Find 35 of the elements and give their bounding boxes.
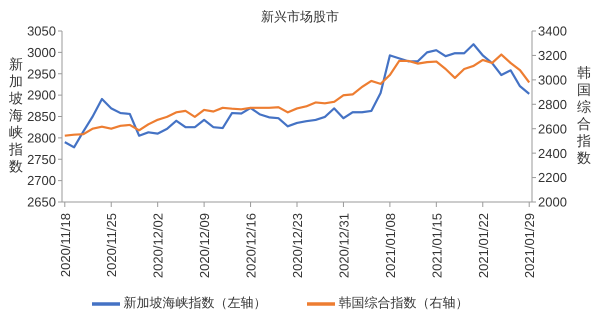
line-series [64, 43, 530, 148]
x-tick-label: 2021/01/08 [382, 213, 398, 278]
chart-title: 新兴市场股市 [261, 9, 339, 24]
y2-tick-label: 3200 [538, 48, 567, 64]
x-tick-label: 2020/12/02 [150, 213, 166, 278]
y-tick-label: 2750 [27, 152, 56, 167]
y-tick-label: 3050 [27, 24, 56, 39]
y2-tick-label: 3400 [538, 24, 567, 39]
x-tick-label: 2021/01/29 [522, 213, 538, 278]
y2-tick-label: 2000 [538, 194, 567, 210]
y-tick-label: 2900 [27, 88, 56, 103]
y-tick-label: 3000 [27, 44, 56, 60]
x-tick-label: 2020/11/25 [104, 213, 120, 278]
y-tick-label: 2650 [27, 194, 56, 210]
x-tick-label: 2021/01/22 [476, 213, 491, 278]
y2-tick-label: 2600 [538, 121, 567, 136]
y-tick-label: 2700 [27, 173, 56, 188]
x-tick-label: 2020/12/09 [197, 213, 212, 278]
y-axis-title: 新加坡海峡指数 [8, 56, 23, 174]
legend-label: 韩国综合指数（右轴） [338, 295, 468, 310]
x-tick-label: 2020/11/18 [58, 213, 73, 278]
y2-tick-label: 2800 [538, 96, 567, 112]
y2-tick-label: 2200 [538, 170, 567, 186]
x-tick-label: 2021/01/15 [429, 213, 444, 278]
y-tick-label: 2950 [27, 66, 56, 82]
x-tick-label: 2020/12/31 [336, 213, 352, 278]
y2-tick-label: 3000 [538, 72, 567, 88]
legend-label: 新加坡海峡指数（左轴） [124, 295, 266, 310]
x-tick-label: 2020/12/16 [244, 213, 259, 278]
y-tick-label: 2800 [27, 130, 56, 146]
y-tick-label: 2850 [27, 109, 56, 124]
line-series [64, 53, 530, 137]
x-tick-label: 2020/12/23 [290, 213, 305, 278]
y2-tick-label: 2400 [538, 146, 567, 161]
y2-axis-title: 韩国综合指数 [576, 64, 591, 166]
